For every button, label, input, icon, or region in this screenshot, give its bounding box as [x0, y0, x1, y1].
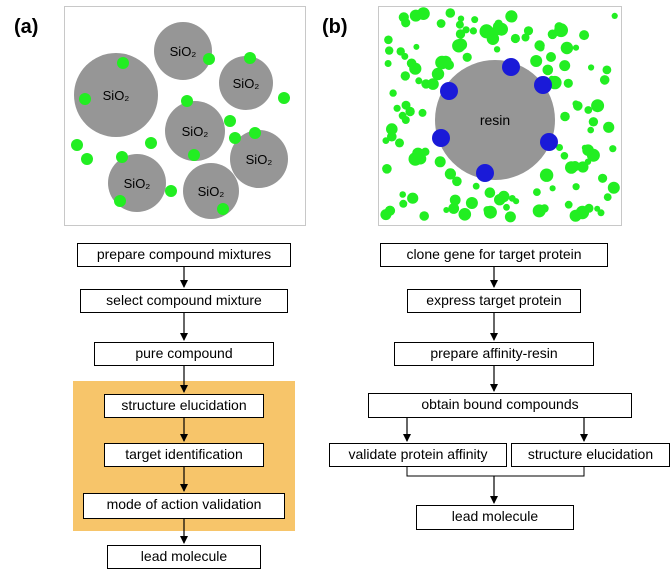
step-b-bound-compounds: obtain bound compounds: [368, 393, 632, 418]
step-b-prepare-resin: prepare affinity-resin: [394, 342, 594, 366]
step-b-express-protein: express target protein: [407, 289, 581, 313]
step-b-clone-gene: clone gene for target protein: [380, 243, 608, 267]
step-a-structure-elucidation: structure elucidation: [104, 394, 264, 418]
step-a-prepare-mixtures: prepare compound mixtures: [77, 243, 291, 267]
step-b-structure-elucidation: structure elucidation: [511, 443, 670, 467]
step-a-mode-of-action: mode of action validation: [83, 493, 285, 519]
step-b-lead-molecule: lead molecule: [416, 505, 574, 530]
step-b-validate-affinity: validate protein affinity: [329, 443, 507, 467]
step-a-target-identification: target identification: [104, 443, 264, 467]
step-a-select-mixture: select compound mixture: [80, 289, 288, 313]
step-a-pure-compound: pure compound: [94, 342, 274, 366]
step-a-lead-molecule: lead molecule: [107, 545, 261, 569]
